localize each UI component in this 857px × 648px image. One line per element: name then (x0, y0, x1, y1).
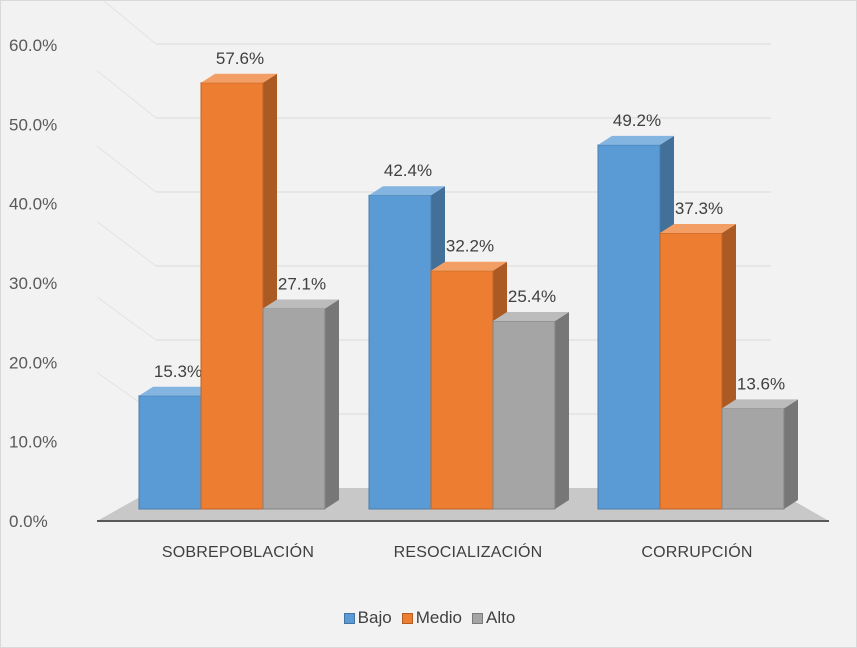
y-tick-label: 60.0% (9, 36, 57, 55)
bar-bajo-1 (138, 395, 202, 510)
bar-top-alto-2 (493, 312, 569, 322)
bar-alto-1 (262, 307, 326, 510)
bar-bajo-3 (597, 144, 661, 510)
data-label-medio-1: 57.6% (216, 49, 264, 68)
data-label-alto-3: 13.6% (737, 374, 785, 393)
chart-legend: Bajo Medio Alto (1, 608, 857, 628)
gridline-diagonal (96, 296, 157, 341)
bar-alto-3 (721, 407, 785, 510)
legend-item-bajo: Bajo (343, 608, 392, 628)
x-tick-label: CORRUPCIÓN (641, 542, 752, 561)
bar-medio-2 (430, 270, 494, 510)
data-label-bajo-1: 15.3% (154, 362, 202, 381)
bar-top-medio-2 (431, 261, 507, 271)
bar-top-alto-1 (263, 299, 339, 309)
bar-medio-3 (659, 232, 723, 510)
legend-item-alto: Alto (472, 608, 515, 628)
bar-top-medio-1 (201, 73, 277, 83)
bar-top-alto-3 (722, 399, 798, 409)
legend-label-bajo: Bajo (357, 608, 392, 627)
bar-top-bajo-2 (369, 186, 445, 196)
data-label-medio-2: 32.2% (446, 237, 494, 256)
bar-medio-1 (200, 82, 264, 510)
y-tick-label: 50.0% (9, 115, 57, 134)
gridline-diagonal (96, 145, 157, 193)
x-tick-label: SOBREPOBLACIÓN (162, 542, 314, 561)
bar-side-alto-2 (555, 312, 569, 509)
legend-item-medio: Medio (401, 608, 463, 628)
data-label-bajo-2: 42.4% (384, 161, 432, 180)
bar-top-bajo-1 (139, 386, 215, 396)
bar-alto-2 (492, 320, 556, 510)
legend-label-medio: Medio (415, 608, 463, 627)
gridline-diagonal (96, 70, 157, 119)
chart-plot: 0.0% 10.0% 20.0% 30.0% 40.0% 50.0% 60.0% 15.3% 5… (9, 1, 829, 561)
data-label-medio-3: 37.3% (675, 199, 723, 218)
y-tick-label: 40.0% (9, 195, 57, 214)
data-label-alto-2: 25.4% (508, 287, 556, 306)
legend-swatch-alto (472, 612, 484, 624)
bar-bajo-2 (368, 194, 432, 510)
gridline-diagonal (103, 1, 157, 45)
y-tick-label: 0.0% (9, 512, 48, 531)
gridline-diagonal (96, 221, 157, 267)
data-label-bajo-3: 49.2% (613, 111, 661, 130)
bar-side-alto-3 (784, 399, 798, 509)
x-tick-label: RESOCIALIZACIÓN (394, 542, 543, 561)
bar-side-alto-1 (325, 299, 339, 509)
legend-swatch-bajo (343, 612, 355, 624)
y-tick-label: 10.0% (9, 433, 57, 452)
bar-top-bajo-3 (598, 135, 674, 145)
data-label-alto-1: 27.1% (278, 274, 326, 293)
y-tick-label: 20.0% (9, 353, 57, 372)
bar-top-medio-3 (660, 223, 736, 233)
y-tick-label: 30.0% (9, 274, 57, 293)
legend-label-alto: Alto (486, 608, 516, 627)
legend-swatch-medio (401, 612, 413, 624)
